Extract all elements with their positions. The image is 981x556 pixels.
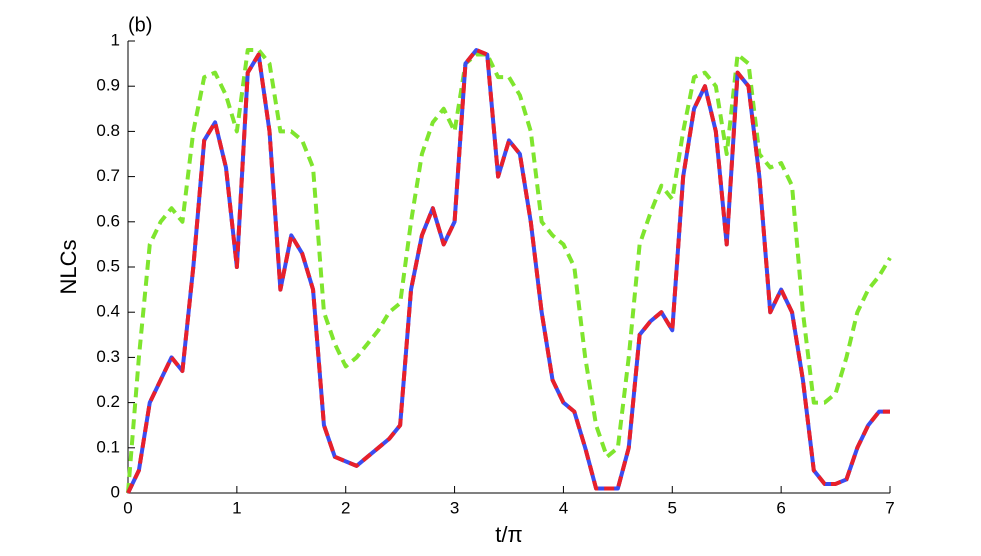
- y-tick-label: 0.5: [96, 256, 120, 275]
- x-tick-label: 3: [450, 498, 459, 517]
- x-tick-label: 5: [668, 498, 677, 517]
- series-line: [126, 48, 890, 494]
- y-tick-label: 0: [111, 482, 120, 501]
- x-tick-label: 7: [885, 498, 894, 517]
- y-tick-label: 0.7: [96, 166, 120, 185]
- axes: [127, 41, 890, 494]
- x-axis-label: t/π: [495, 522, 522, 547]
- series-line: [126, 48, 890, 494]
- y-tick-label: 0.2: [96, 392, 120, 411]
- series-line: [126, 48, 892, 494]
- y-tick-label: 1: [111, 30, 120, 49]
- x-tick-label: 4: [559, 498, 568, 517]
- y-axis-label: NLCs: [56, 239, 81, 294]
- y-tick-label: 0.8: [96, 121, 120, 140]
- y-tick-label: 0.3: [96, 347, 120, 366]
- y-tick-label: 0.9: [96, 76, 120, 95]
- panel-label: (b): [128, 14, 152, 36]
- y-tick-label: 0.4: [96, 302, 120, 321]
- x-tick-label: 6: [776, 498, 785, 517]
- x-tick-label: 1: [232, 498, 241, 517]
- y-tick-label: 0.6: [96, 211, 120, 230]
- y-tick-label: 0.1: [96, 437, 120, 456]
- x-tick-label: 0: [123, 498, 132, 517]
- x-tick-label: 2: [341, 498, 350, 517]
